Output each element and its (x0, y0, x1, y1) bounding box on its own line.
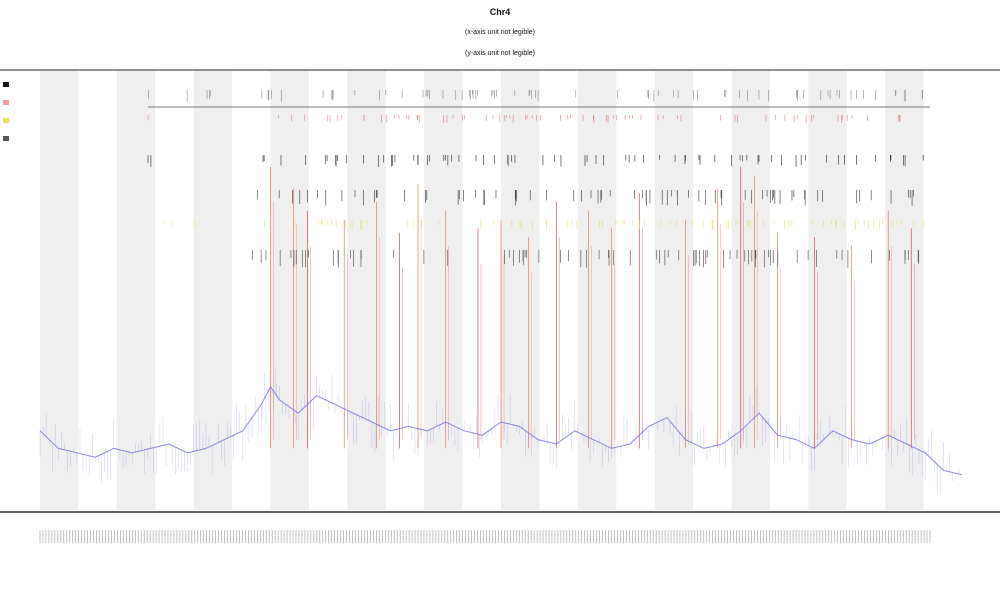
background-band (654, 70, 694, 510)
background-band (501, 70, 540, 510)
background-bands (40, 70, 924, 510)
background-band (885, 70, 924, 510)
series-lines (39, 366, 963, 495)
background-band (347, 70, 386, 510)
x-tick-labels (39, 530, 931, 543)
legend-swatch (3, 136, 9, 141)
background-band (270, 70, 309, 510)
legend-swatch (3, 82, 9, 87)
background-band (577, 70, 617, 510)
legend-swatch (3, 118, 9, 123)
background-band (116, 70, 156, 510)
background-band (731, 70, 770, 510)
annotation-tracks (147, 90, 930, 268)
axes (0, 69, 1000, 513)
chart-title: Chr4 (489, 7, 511, 17)
background-band (193, 70, 233, 510)
background-band (40, 70, 79, 510)
background-band (424, 70, 463, 510)
legend (3, 82, 9, 141)
chart-subtitle-1: (x-axis unit not legible) (464, 29, 536, 36)
legend-swatch (3, 100, 9, 105)
chart-subtitle-2: (y-axis unit not legible) (464, 50, 536, 57)
